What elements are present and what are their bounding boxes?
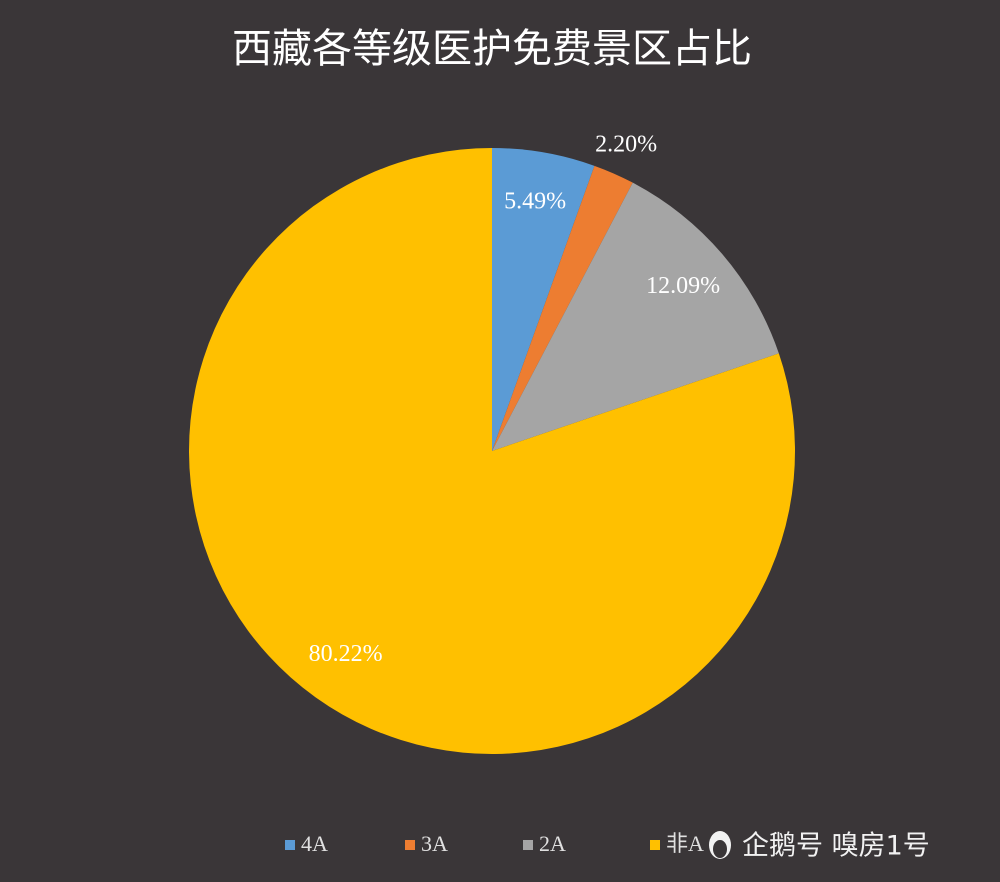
legend-label: 非A — [666, 831, 704, 856]
pie-slice — [492, 148, 595, 451]
data-label: 5.49% — [504, 189, 566, 215]
legend-swatch — [650, 840, 660, 850]
legend-label: 4A — [301, 831, 328, 856]
watermark: 企鹅号 嗅房1号 — [742, 831, 930, 862]
legend-swatch — [405, 840, 415, 850]
data-label: 12.09% — [646, 273, 720, 299]
pie: 5.49% 2.20% 12.09% 80.22% — [188, 131, 795, 754]
pie-slice — [492, 165, 633, 451]
legend-swatch — [523, 840, 533, 850]
pie-slice — [188, 148, 795, 754]
data-label: 2.20% — [595, 131, 657, 157]
pie-slice — [492, 182, 779, 452]
legend-swatch — [285, 840, 295, 850]
legend: 4A 3A 2A 非A — [285, 831, 704, 856]
legend-label: 2A — [539, 831, 566, 856]
legend-label: 3A — [421, 831, 448, 856]
watermark-icon — [709, 831, 731, 859]
data-label: 80.22% — [309, 641, 383, 667]
chart-title: 西藏各等级医护免费景区占比 — [232, 26, 752, 72]
